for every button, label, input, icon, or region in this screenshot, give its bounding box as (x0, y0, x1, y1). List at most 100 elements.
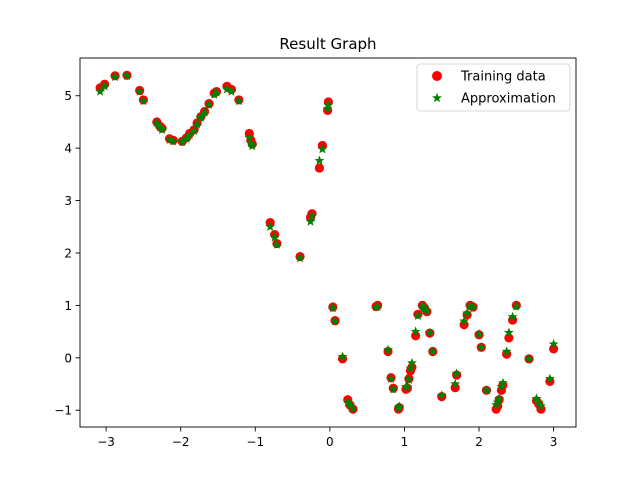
approximation-point (494, 393, 505, 403)
approximation-point (345, 399, 355, 410)
approximation-point (314, 155, 325, 165)
x-tick-label: 1 (401, 435, 409, 449)
approximation-point (226, 86, 237, 96)
approximation-point (305, 216, 316, 226)
approximation-point (536, 400, 546, 411)
approximation-point (405, 363, 416, 373)
approximation-point (501, 346, 512, 356)
approximation-point (247, 140, 258, 151)
approximation-point (450, 378, 461, 389)
approximation-point (181, 133, 192, 143)
approximation-point (524, 353, 534, 364)
approximation-point (211, 87, 222, 97)
approximation-point (419, 302, 430, 313)
approximation-point (157, 124, 167, 135)
approximation-point (99, 81, 110, 91)
approximation-point (481, 385, 492, 395)
approximation-point (476, 342, 487, 352)
approximation-point (544, 373, 555, 383)
approximation-point (151, 117, 162, 128)
approximation-point (233, 95, 244, 106)
approximation-point (122, 70, 132, 81)
training-data-point (314, 163, 325, 173)
approximation-point (164, 134, 175, 144)
approximation-point (533, 397, 544, 407)
approximation-point (436, 390, 447, 400)
x-tick-label: −3 (97, 435, 115, 449)
approximation-point (417, 301, 428, 311)
y-tick-label: 2 (64, 246, 72, 260)
x-tick-label: −2 (172, 435, 190, 449)
approximation-point (421, 305, 432, 315)
approximation-point (394, 401, 405, 411)
approximation-point (317, 144, 328, 154)
approximation-point (424, 327, 435, 337)
approximation-point (548, 338, 559, 349)
approximation-point (427, 346, 438, 356)
y-axis: −1 0 1 2 3 4 5 (54, 89, 80, 418)
approximation-point (462, 308, 473, 318)
approximation-point (265, 221, 276, 231)
approximation-point (451, 368, 462, 378)
plot-area-frame (79, 57, 577, 428)
approximation-point (269, 232, 280, 242)
approximation-point (271, 239, 282, 249)
approximation-point (95, 86, 106, 96)
approximation-point (245, 137, 256, 148)
approximation-point (330, 315, 341, 326)
approximation-point (468, 301, 479, 312)
approximation-point (348, 403, 358, 413)
approximation-point (388, 384, 399, 394)
approximation-point (189, 125, 200, 136)
x-tick-label: 3 (550, 435, 558, 449)
x-tick-label: 2 (475, 435, 483, 449)
approximation-point (177, 136, 188, 147)
approximation-point (402, 381, 413, 391)
legend-label-training-data: Training data (460, 70, 546, 85)
approximation-point (459, 315, 470, 326)
approximation-point (184, 129, 195, 140)
approximation-point (507, 311, 518, 322)
approximation-point (410, 326, 421, 336)
training-data-point (536, 404, 546, 414)
y-tick-label: 4 (64, 142, 72, 156)
approximation-point (221, 84, 232, 94)
approximation-point (327, 302, 338, 313)
approximation-point (342, 397, 353, 407)
legend-marker-training-data (432, 71, 442, 81)
training-data-point (508, 315, 518, 325)
approximation-point (168, 136, 179, 146)
training-data-point (450, 383, 460, 393)
training-data-point (459, 320, 469, 330)
y-tick-label: 3 (64, 194, 72, 208)
approximation-point (531, 393, 542, 403)
approximation-point (199, 107, 210, 117)
approximation-point (406, 357, 417, 368)
approximation-point (110, 71, 120, 82)
approximation-point (412, 310, 423, 321)
x-tick-label: −1 (246, 435, 264, 449)
x-axis: −3 −2 −1 0 1 2 3 (97, 427, 557, 449)
approximation-point (138, 95, 149, 106)
approximation-point (307, 211, 317, 221)
approximation-point (204, 99, 214, 109)
legend: Training data Approximation (416, 63, 571, 112)
approximation-point (195, 112, 206, 122)
approximation-point (511, 301, 522, 311)
approximation-point (503, 327, 514, 337)
y-tick-label: 1 (64, 299, 72, 313)
y-tick-label: 0 (64, 351, 72, 365)
approximation-point (295, 253, 305, 263)
approximation-point (323, 99, 334, 110)
y-tick-label: 5 (64, 89, 72, 103)
chart-title: Result Graph (279, 35, 376, 53)
legend-frame (416, 63, 571, 112)
approximation-point (192, 119, 203, 129)
approximation-point (134, 86, 145, 96)
approximation-point (244, 132, 255, 142)
approximation-point (337, 351, 348, 361)
legend-marker-approximation (432, 92, 442, 103)
approximation-point (386, 373, 396, 383)
x-tick-label: 0 (326, 435, 334, 449)
